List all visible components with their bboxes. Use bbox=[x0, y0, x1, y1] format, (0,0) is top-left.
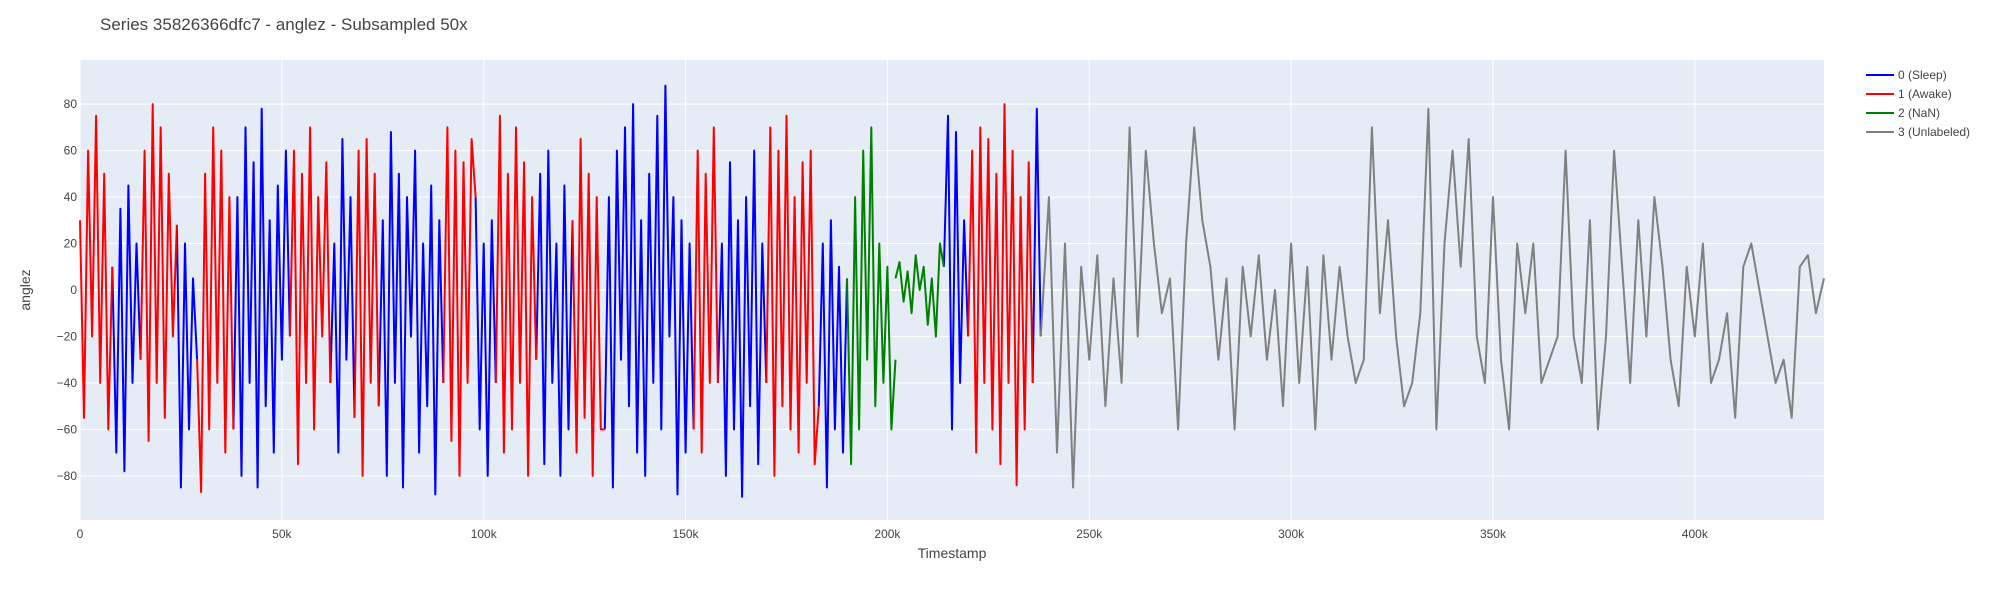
series-line bbox=[79, 114, 114, 431]
series-line bbox=[765, 114, 820, 477]
y-tick-label: 80 bbox=[64, 97, 78, 111]
series-line bbox=[716, 149, 768, 498]
chart-title: Series 35826366dfc7 - anglez - Subsample… bbox=[100, 15, 468, 34]
y-axis-title: anglez bbox=[17, 269, 33, 310]
series-line bbox=[817, 219, 848, 489]
legend-entry[interactable]: 2 (NaN) bbox=[1898, 106, 1940, 120]
x-tick-label: 300k bbox=[1278, 527, 1305, 541]
series-line bbox=[329, 138, 356, 454]
x-axis-title: Timestamp bbox=[918, 545, 987, 561]
x-tick-label: 250k bbox=[1076, 527, 1103, 541]
series-line bbox=[474, 197, 497, 477]
series-line bbox=[232, 107, 291, 489]
y-tick-label: −80 bbox=[57, 469, 78, 483]
y-tick-label: 0 bbox=[70, 283, 77, 297]
series-line bbox=[942, 114, 970, 431]
series-line bbox=[1031, 107, 1042, 383]
x-tick-label: 350k bbox=[1480, 527, 1507, 541]
y-tick-label: −20 bbox=[57, 329, 78, 343]
x-tick-label: 400k bbox=[1682, 527, 1709, 541]
y-tick-labels: −80 −60 −40 −20 0 20 40 60 80 bbox=[57, 97, 78, 483]
x-tick-label: 200k bbox=[874, 527, 901, 541]
series-line bbox=[175, 224, 199, 489]
x-tick-labels: 0 50k 100k 150k 200k 250k 300k 350k 400k bbox=[77, 527, 1709, 541]
series-line bbox=[353, 138, 380, 477]
y-tick-label: 40 bbox=[64, 190, 78, 204]
series-line bbox=[692, 126, 719, 454]
y-tick-label: 60 bbox=[64, 144, 78, 158]
series-line bbox=[1039, 107, 1825, 489]
series-line bbox=[196, 126, 235, 494]
y-tick-label: 20 bbox=[64, 237, 78, 251]
legend-entry[interactable]: 1 (Awake) bbox=[1898, 87, 1952, 101]
data-traces bbox=[79, 84, 1825, 498]
series-line bbox=[111, 184, 142, 473]
series-line bbox=[846, 126, 897, 466]
series-line bbox=[442, 126, 477, 477]
series-line bbox=[967, 103, 1034, 487]
legend-entry[interactable]: 0 (Sleep) bbox=[1898, 68, 1947, 82]
x-tick-label: 0 bbox=[77, 527, 84, 541]
series-line bbox=[535, 149, 574, 477]
x-tick-label: 50k bbox=[272, 527, 292, 541]
series-line bbox=[894, 242, 945, 338]
x-tick-label: 150k bbox=[673, 527, 700, 541]
series-line bbox=[139, 103, 178, 442]
legend-entry[interactable]: 3 (Unlabeled) bbox=[1898, 125, 1970, 139]
series-line bbox=[377, 131, 445, 496]
y-tick-label: −60 bbox=[57, 422, 78, 436]
x-tick-label: 100k bbox=[471, 527, 498, 541]
y-tick-label: −40 bbox=[57, 376, 78, 390]
series-line bbox=[494, 114, 538, 477]
series-line bbox=[571, 138, 605, 477]
series-line bbox=[288, 126, 332, 466]
legend: 0 (Sleep) 1 (Awake) 2 (NaN) 3 (Unlabeled) bbox=[1866, 68, 1970, 139]
series-line bbox=[603, 84, 695, 496]
